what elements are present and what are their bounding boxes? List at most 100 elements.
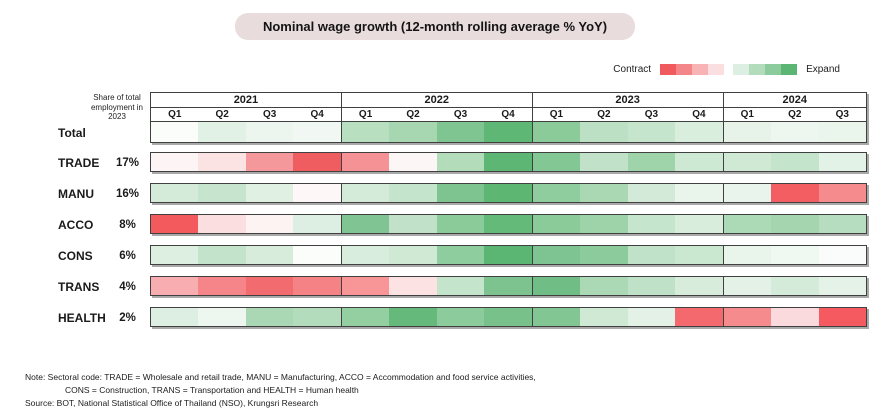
heat-cell — [627, 308, 676, 326]
heat-cell — [198, 122, 246, 142]
heat-cell — [580, 246, 628, 264]
quarter-group: Q1 Q2 Q3 — [722, 108, 866, 121]
heat-cell — [771, 122, 819, 142]
note-line-1: Note: Sectoral code: TRADE = Wholesale a… — [25, 372, 536, 382]
heat-cell — [389, 308, 437, 326]
heat-cell — [436, 122, 485, 142]
heat-cell — [341, 122, 390, 142]
heat-cell — [341, 153, 390, 171]
year-group-cells — [531, 215, 723, 233]
legend-expand-label: Expand — [806, 64, 840, 75]
heat-cell — [580, 277, 628, 295]
table-row: MANU 16% — [57, 183, 867, 205]
heat-cell — [341, 184, 390, 202]
table-row: TRANS 4% — [57, 276, 867, 298]
heat-cell — [675, 184, 723, 202]
heat-cell — [627, 153, 676, 171]
expand-color-scale — [733, 64, 798, 75]
heat-strip — [150, 183, 867, 203]
year-group-cells — [722, 153, 866, 171]
year-group-cells — [340, 277, 532, 295]
heat-strip — [151, 122, 866, 142]
year-group-cells — [722, 308, 866, 326]
row-share-value: 6% — [119, 250, 136, 262]
heat-cell — [532, 184, 581, 202]
quarter-label: Q3 — [835, 109, 849, 120]
expand-swatch — [733, 64, 750, 75]
heat-cell — [484, 184, 532, 202]
row-label-health: HEALTH — [58, 311, 106, 325]
heat-cell — [675, 277, 723, 295]
sector-rows: TRADE 17% MANU 16% ACCO 8% CONS 6% TRANS 4% HEALTH… — [57, 152, 867, 329]
heat-strip — [150, 245, 867, 265]
heat-cell — [723, 122, 772, 142]
heat-cell — [245, 246, 294, 264]
year-group-cells — [151, 153, 341, 171]
contract-swatch — [660, 64, 677, 75]
heat-cell — [436, 308, 485, 326]
quarter-label: Q1 — [740, 109, 754, 120]
heat-cell — [293, 246, 341, 264]
heat-cell — [771, 277, 819, 295]
year-group-cells — [722, 215, 866, 233]
color-legend: Contract Expand — [613, 64, 840, 75]
table-row: ACCO 8% — [57, 214, 867, 236]
year-group-cells — [151, 308, 341, 326]
heat-cell — [532, 277, 581, 295]
heat-cell — [198, 308, 246, 326]
heatmap-table: Share of total employment in 2023 Total … — [57, 92, 867, 329]
heat-cell — [771, 308, 819, 326]
year-group-cells — [340, 122, 532, 142]
heat-cell — [151, 308, 199, 326]
year-group-cells — [722, 246, 866, 264]
heat-cell — [245, 122, 294, 142]
heat-cell — [198, 215, 246, 233]
contract-swatch — [676, 64, 693, 75]
heat-cell — [723, 308, 772, 326]
heat-cell — [436, 246, 485, 264]
year-group-cells — [531, 122, 723, 142]
quarter-label: Q1 — [358, 109, 373, 120]
year-group-cells — [151, 122, 341, 142]
year-header-row: 2021 2022 2023 2024 — [151, 93, 866, 108]
quarter-label: Q3 — [453, 109, 468, 120]
footnotes: Note: Sectoral code: TRADE = Wholesale a… — [25, 371, 536, 410]
heat-cell — [818, 277, 866, 295]
year-group-cells — [722, 277, 866, 295]
heat-cell — [293, 122, 341, 142]
heat-cell — [723, 184, 772, 202]
heat-cell — [389, 153, 437, 171]
heat-cell — [818, 308, 866, 326]
quarter-group: Q1 Q2 Q3 Q4 — [151, 108, 341, 121]
year-label: 2023 — [531, 93, 723, 107]
heat-cell — [484, 277, 532, 295]
contract-swatch — [692, 64, 709, 75]
heat-cell — [198, 277, 246, 295]
year-group-cells — [151, 215, 341, 233]
heat-cell — [675, 122, 723, 142]
expand-swatch — [749, 64, 766, 75]
heat-cell — [675, 308, 723, 326]
heat-cell — [341, 215, 390, 233]
heat-cell — [389, 246, 437, 264]
heat-cell — [389, 122, 437, 142]
year-group-cells — [531, 184, 723, 202]
row-left-region: TRANS 4% — [57, 276, 150, 298]
contract-swatch — [708, 64, 725, 75]
heat-cell — [436, 184, 485, 202]
row-label-trans: TRANS — [58, 280, 100, 294]
heat-cell — [580, 184, 628, 202]
legend-contract-label: Contract — [613, 64, 652, 75]
year-group-cells — [151, 184, 341, 202]
heat-cell — [151, 184, 199, 202]
quarter-group: Q1 Q2 Q3 Q4 — [340, 108, 532, 121]
heat-cell — [151, 215, 199, 233]
year-group-cells — [531, 246, 723, 264]
year-label: 2021 — [233, 94, 259, 106]
heat-cell — [389, 215, 437, 233]
year-group-cells — [151, 277, 341, 295]
total-heat-row — [151, 122, 866, 142]
heat-strip — [150, 214, 867, 234]
heat-cell — [484, 122, 532, 142]
quarter-label: Q3 — [263, 109, 277, 120]
